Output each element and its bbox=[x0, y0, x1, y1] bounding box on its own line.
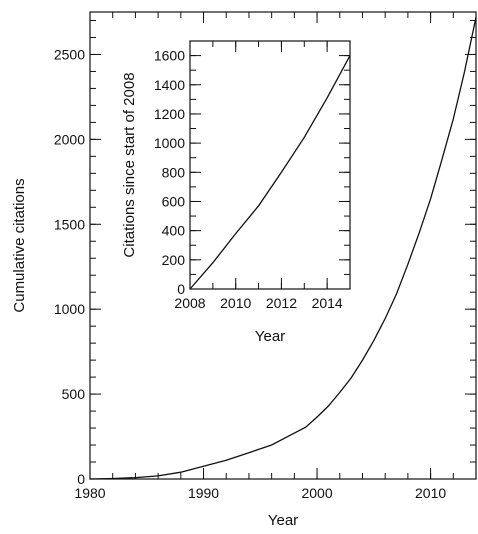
x-axis-title: Year bbox=[268, 512, 298, 529]
x-tick-label: 2010 bbox=[220, 295, 251, 311]
y-tick-label: 600 bbox=[162, 193, 186, 209]
x-tick-label: 2000 bbox=[301, 485, 332, 501]
y-tick-label: 1500 bbox=[54, 216, 85, 232]
series-line-0 bbox=[189, 55, 351, 290]
y-tick-label: 1000 bbox=[154, 135, 185, 151]
y-tick-label: 1400 bbox=[154, 77, 185, 93]
inset-plot: 2008 2010 2012 2014 0 200 400 600 800 1000 1200 140… bbox=[121, 40, 351, 345]
y-axis-title: Cumulative citations bbox=[11, 178, 28, 312]
plot-frame bbox=[189, 40, 351, 290]
y-axis-title: Citations since start of 2008 bbox=[121, 72, 138, 257]
y-tick-label: 1000 bbox=[54, 301, 85, 317]
series-line-0 bbox=[89, 16, 477, 480]
y-tick-label: 0 bbox=[177, 281, 185, 297]
y-tick-label: 2500 bbox=[54, 46, 85, 62]
y-tick-label: 200 bbox=[162, 252, 186, 268]
y-tick-label: 400 bbox=[162, 223, 186, 239]
main-plot: 1980 1990 2000 201005001000150020002500Year… bbox=[11, 11, 477, 529]
x-tick-label: 1990 bbox=[188, 485, 219, 501]
y-tick-label: 2000 bbox=[54, 131, 85, 147]
y-tick-label: 1200 bbox=[154, 106, 185, 122]
y-tick-label: 0 bbox=[77, 471, 85, 487]
x-tick-label: 2012 bbox=[266, 295, 297, 311]
x-tick-label: 2008 bbox=[174, 295, 205, 311]
x-tick-label: 2010 bbox=[415, 485, 446, 501]
x-axis-title: Year bbox=[255, 328, 285, 345]
plot-frame bbox=[89, 11, 477, 480]
x-tick-label: 1980 bbox=[74, 485, 105, 501]
y-tick-label: 800 bbox=[162, 164, 186, 180]
x-tick-label: 2014 bbox=[312, 295, 343, 311]
y-tick-label: 1600 bbox=[154, 48, 185, 64]
y-tick-label: 500 bbox=[62, 386, 86, 402]
